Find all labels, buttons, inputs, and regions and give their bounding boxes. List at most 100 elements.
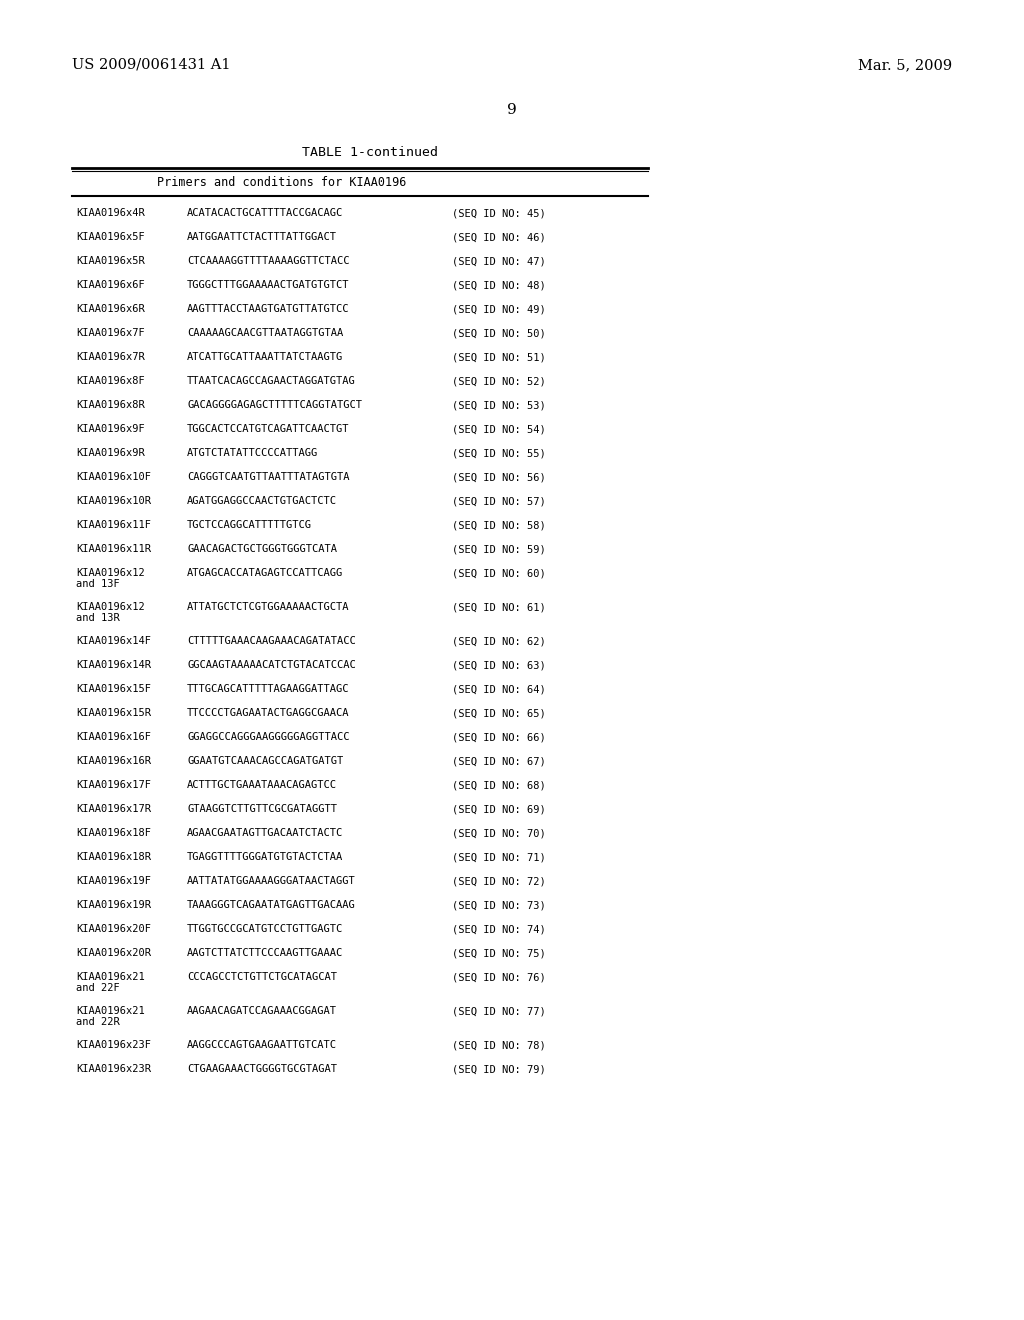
Text: KIAA0196x15F: KIAA0196x15F [76,684,151,694]
Text: (SEQ ID NO: 47): (SEQ ID NO: 47) [452,256,546,267]
Text: KIAA0196x23R: KIAA0196x23R [76,1064,151,1074]
Text: KIAA0196x21: KIAA0196x21 [76,1006,144,1016]
Text: AAGTCTTATCTTCCCAAGTTGAAAC: AAGTCTTATCTTCCCAAGTTGAAAC [187,948,343,958]
Text: KIAA0196x6F: KIAA0196x6F [76,280,144,290]
Text: (SEQ ID NO: 65): (SEQ ID NO: 65) [452,708,546,718]
Text: (SEQ ID NO: 60): (SEQ ID NO: 60) [452,568,546,578]
Text: TTCCCCTGAGAATACTGAGGCGAACA: TTCCCCTGAGAATACTGAGGCGAACA [187,708,349,718]
Text: 9: 9 [507,103,517,117]
Text: (SEQ ID NO: 76): (SEQ ID NO: 76) [452,972,546,982]
Text: GGCAAGTAAAAACATCTGTACATCCAC: GGCAAGTAAAAACATCTGTACATCCAC [187,660,355,671]
Text: US 2009/0061431 A1: US 2009/0061431 A1 [72,58,230,73]
Text: KIAA0196x5R: KIAA0196x5R [76,256,144,267]
Text: (SEQ ID NO: 46): (SEQ ID NO: 46) [452,232,546,242]
Text: CTGAAGAAACTGGGGTGCGTAGAT: CTGAAGAAACTGGGGTGCGTAGAT [187,1064,337,1074]
Text: (SEQ ID NO: 50): (SEQ ID NO: 50) [452,327,546,338]
Text: and 13F: and 13F [76,579,120,589]
Text: (SEQ ID NO: 55): (SEQ ID NO: 55) [452,447,546,458]
Text: (SEQ ID NO: 78): (SEQ ID NO: 78) [452,1040,546,1049]
Text: KIAA0196x6R: KIAA0196x6R [76,304,144,314]
Text: GGAATGTCAAACAGCCAGATGATGT: GGAATGTCAAACAGCCAGATGATGT [187,756,343,766]
Text: KIAA0196x20F: KIAA0196x20F [76,924,151,935]
Text: AGAACGAATAGTTGACAATCTACTC: AGAACGAATAGTTGACAATCTACTC [187,828,343,838]
Text: and 13R: and 13R [76,612,120,623]
Text: GACAGGGGAGAGCTTTTTCAGGTATGCT: GACAGGGGAGAGCTTTTTCAGGTATGCT [187,400,362,411]
Text: (SEQ ID NO: 52): (SEQ ID NO: 52) [452,376,546,385]
Text: (SEQ ID NO: 70): (SEQ ID NO: 70) [452,828,546,838]
Text: TTGGTGCCGCATGTCCTGTTGAGTC: TTGGTGCCGCATGTCCTGTTGAGTC [187,924,343,935]
Text: (SEQ ID NO: 67): (SEQ ID NO: 67) [452,756,546,766]
Text: KIAA0196x8R: KIAA0196x8R [76,400,144,411]
Text: TABLE 1-continued: TABLE 1-continued [302,145,438,158]
Text: KIAA0196x9F: KIAA0196x9F [76,424,144,434]
Text: (SEQ ID NO: 48): (SEQ ID NO: 48) [452,280,546,290]
Text: KIAA0196x12: KIAA0196x12 [76,602,144,612]
Text: KIAA0196x10R: KIAA0196x10R [76,496,151,506]
Text: KIAA0196x16F: KIAA0196x16F [76,733,151,742]
Text: (SEQ ID NO: 69): (SEQ ID NO: 69) [452,804,546,814]
Text: AGATGGAGGCCAACTGTGACTCTC: AGATGGAGGCCAACTGTGACTCTC [187,496,337,506]
Text: (SEQ ID NO: 45): (SEQ ID NO: 45) [452,209,546,218]
Text: and 22F: and 22F [76,983,120,993]
Text: (SEQ ID NO: 68): (SEQ ID NO: 68) [452,780,546,789]
Text: (SEQ ID NO: 49): (SEQ ID NO: 49) [452,304,546,314]
Text: AAGGCCCAGTGAAGAATTGTCATC: AAGGCCCAGTGAAGAATTGTCATC [187,1040,337,1049]
Text: (SEQ ID NO: 57): (SEQ ID NO: 57) [452,496,546,506]
Text: AATTATATGGAAAAGGGATAACTAGGT: AATTATATGGAAAAGGGATAACTAGGT [187,876,355,886]
Text: TTAATCACAGCCAGAACTAGGATGTAG: TTAATCACAGCCAGAACTAGGATGTAG [187,376,355,385]
Text: KIAA0196x11F: KIAA0196x11F [76,520,151,531]
Text: (SEQ ID NO: 73): (SEQ ID NO: 73) [452,900,546,909]
Text: KIAA0196x18F: KIAA0196x18F [76,828,151,838]
Text: ACTTTGCTGAAATAAACAGAGTCC: ACTTTGCTGAAATAAACAGAGTCC [187,780,337,789]
Text: KIAA0196x7F: KIAA0196x7F [76,327,144,338]
Text: KIAA0196x18R: KIAA0196x18R [76,851,151,862]
Text: and 22R: and 22R [76,1016,120,1027]
Text: (SEQ ID NO: 75): (SEQ ID NO: 75) [452,948,546,958]
Text: KIAA0196x4R: KIAA0196x4R [76,209,144,218]
Text: TTTGCAGCATTTTTAGAAGGATTAGC: TTTGCAGCATTTTTAGAAGGATTAGC [187,684,349,694]
Text: KIAA0196x8F: KIAA0196x8F [76,376,144,385]
Text: KIAA0196x9R: KIAA0196x9R [76,447,144,458]
Text: (SEQ ID NO: 71): (SEQ ID NO: 71) [452,851,546,862]
Text: ACATACACTGCATTTTACCGACAGC: ACATACACTGCATTTTACCGACAGC [187,209,343,218]
Text: (SEQ ID NO: 62): (SEQ ID NO: 62) [452,636,546,645]
Text: CCCAGCCTCTGTTCTGCATAGCAT: CCCAGCCTCTGTTCTGCATAGCAT [187,972,337,982]
Text: CTTTTTGAAACAAGAAACAGATATACC: CTTTTTGAAACAAGAAACAGATATACC [187,636,355,645]
Text: TGGCACTCCATGTCAGATTCAACTGT: TGGCACTCCATGTCAGATTCAACTGT [187,424,349,434]
Text: KIAA0196x5F: KIAA0196x5F [76,232,144,242]
Text: (SEQ ID NO: 79): (SEQ ID NO: 79) [452,1064,546,1074]
Text: KIAA0196x14R: KIAA0196x14R [76,660,151,671]
Text: (SEQ ID NO: 59): (SEQ ID NO: 59) [452,544,546,554]
Text: (SEQ ID NO: 61): (SEQ ID NO: 61) [452,602,546,612]
Text: GGAGGCCAGGGAAGGGGGAGGTTACC: GGAGGCCAGGGAAGGGGGAGGTTACC [187,733,349,742]
Text: KIAA0196x12: KIAA0196x12 [76,568,144,578]
Text: AAGTTTACCTAAGTGATGTTATGTCC: AAGTTTACCTAAGTGATGTTATGTCC [187,304,349,314]
Text: AATGGAATTCTACTTTATTGGACT: AATGGAATTCTACTTTATTGGACT [187,232,337,242]
Text: KIAA0196x21: KIAA0196x21 [76,972,144,982]
Text: ATCATTGCATTAAATTATCTAAGTG: ATCATTGCATTAAATTATCTAAGTG [187,352,343,362]
Text: (SEQ ID NO: 66): (SEQ ID NO: 66) [452,733,546,742]
Text: TAAAGGGTCAGAATATGAGTTGACAAG: TAAAGGGTCAGAATATGAGTTGACAAG [187,900,355,909]
Text: Primers and conditions for KIAA0196: Primers and conditions for KIAA0196 [157,177,407,190]
Text: KIAA0196x15R: KIAA0196x15R [76,708,151,718]
Text: (SEQ ID NO: 64): (SEQ ID NO: 64) [452,684,546,694]
Text: TGAGGTTTTGGGATGTGTACTCTAA: TGAGGTTTTGGGATGTGTACTCTAA [187,851,343,862]
Text: (SEQ ID NO: 74): (SEQ ID NO: 74) [452,924,546,935]
Text: (SEQ ID NO: 53): (SEQ ID NO: 53) [452,400,546,411]
Text: (SEQ ID NO: 58): (SEQ ID NO: 58) [452,520,546,531]
Text: ATTATGCTCTCGTGGAAAAACTGCTA: ATTATGCTCTCGTGGAAAAACTGCTA [187,602,349,612]
Text: GTAAGGTCTTGTTCGCGATAGGTT: GTAAGGTCTTGTTCGCGATAGGTT [187,804,337,814]
Text: (SEQ ID NO: 54): (SEQ ID NO: 54) [452,424,546,434]
Text: KIAA0196x19F: KIAA0196x19F [76,876,151,886]
Text: ATGAGCACCATAGAGTCCATTCAGG: ATGAGCACCATAGAGTCCATTCAGG [187,568,343,578]
Text: KIAA0196x7R: KIAA0196x7R [76,352,144,362]
Text: KIAA0196x20R: KIAA0196x20R [76,948,151,958]
Text: ATGTCTATATTCCCCATTAGG: ATGTCTATATTCCCCATTAGG [187,447,318,458]
Text: KIAA0196x19R: KIAA0196x19R [76,900,151,909]
Text: AAGAACAGATCCAGAAACGGAGAT: AAGAACAGATCCAGAAACGGAGAT [187,1006,337,1016]
Text: (SEQ ID NO: 51): (SEQ ID NO: 51) [452,352,546,362]
Text: CTCAAAAGGTTTTAAAAGGTTCTACC: CTCAAAAGGTTTTAAAAGGTTCTACC [187,256,349,267]
Text: (SEQ ID NO: 77): (SEQ ID NO: 77) [452,1006,546,1016]
Text: KIAA0196x10F: KIAA0196x10F [76,473,151,482]
Text: TGGGCTTTGGAAAAACTGATGTGTCT: TGGGCTTTGGAAAAACTGATGTGTCT [187,280,349,290]
